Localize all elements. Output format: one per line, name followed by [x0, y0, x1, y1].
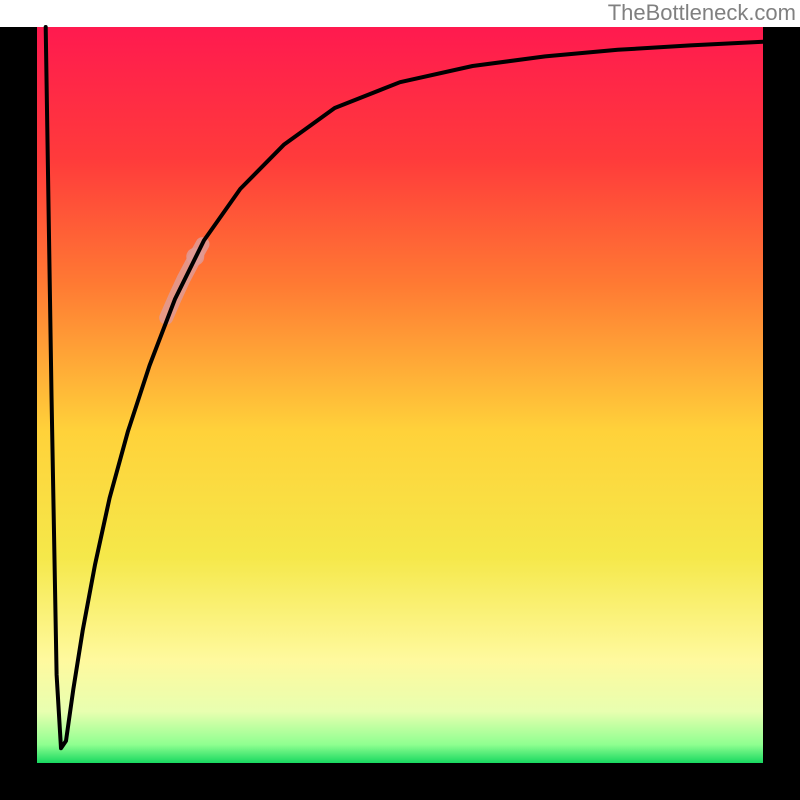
chart-svg: [0, 0, 800, 800]
watermark-text: TheBottleneck.com: [608, 0, 796, 26]
border-bottom: [0, 763, 800, 800]
border-left: [0, 27, 37, 800]
plot-background: [37, 27, 763, 763]
border-right: [763, 27, 800, 800]
chart-container: TheBottleneck.com: [0, 0, 800, 800]
